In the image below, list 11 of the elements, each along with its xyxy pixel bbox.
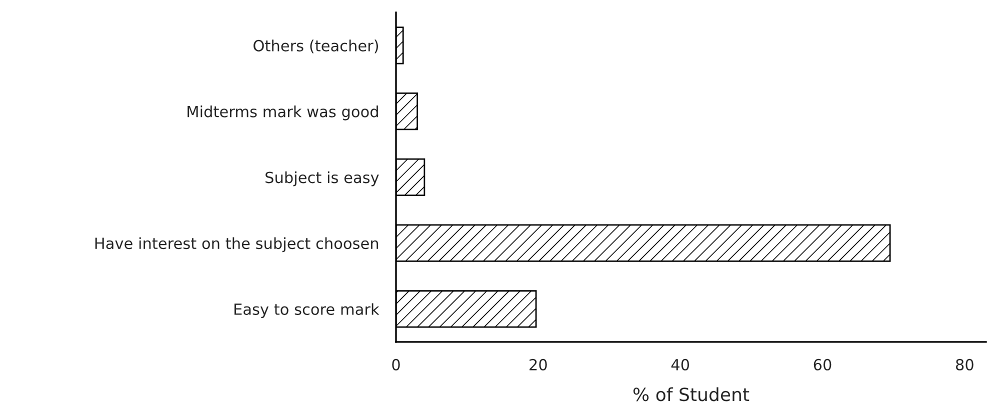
x-axis-title: % of Student (633, 387, 750, 402)
x-tick-label: 80 (956, 358, 974, 370)
x-tick-label: 60 (814, 358, 832, 370)
x-tick-label: 20 (530, 358, 547, 370)
y-tick-label: Have interest on the subject choosen (95, 237, 378, 252)
y-tick-label: Midterms mark was good (188, 106, 378, 120)
y-tick-label: Easy to score mark (234, 303, 380, 318)
x-tick-label: 40 (671, 358, 690, 370)
y-tick-label: Subject is easy (266, 171, 379, 186)
y-tick-label: Others (teacher) (254, 40, 378, 54)
x-tick-label: 0 (392, 358, 400, 370)
